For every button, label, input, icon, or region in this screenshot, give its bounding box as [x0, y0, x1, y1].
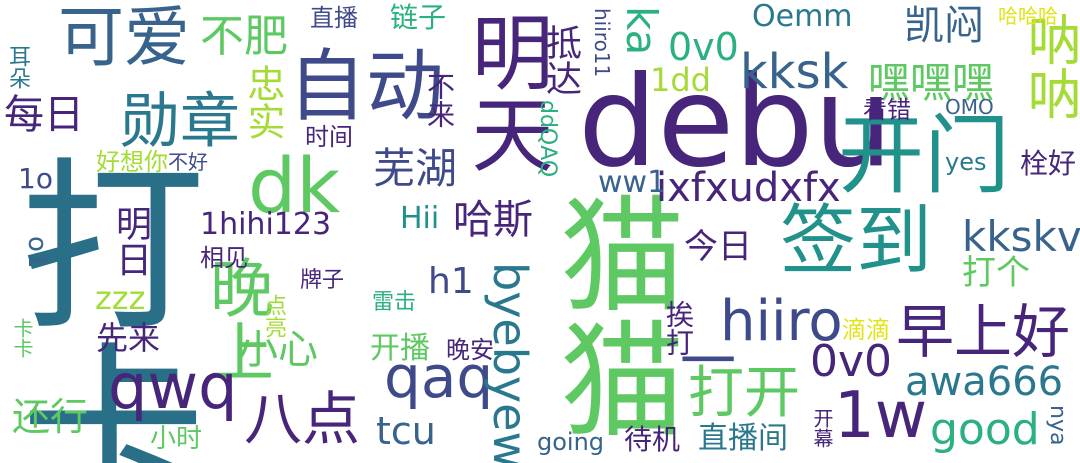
word-xiaoxin: 小心 [238, 327, 318, 373]
word-wanan: 晚安 [446, 336, 494, 364]
word-nana: 呐呐 [1018, 12, 1080, 120]
word-going: going [537, 428, 605, 456]
word-hii: Hii [400, 201, 440, 236]
word-kkskv: kkskv [962, 212, 1080, 261]
word-heiheihei: 嘿嘿嘿 [868, 58, 995, 107]
word-zzz: zzz [95, 279, 146, 317]
word-1hihi123: 1hihi123 [200, 207, 332, 242]
word-haixing: 还行 [12, 395, 89, 439]
word-o1: o1 [22, 236, 52, 269]
word-wanshang: 晚上 [199, 255, 273, 383]
word-awa666: awa666 [905, 359, 1064, 405]
word-byebyew: byebyew [483, 262, 537, 463]
word-daiji: 待机 [624, 423, 681, 456]
word-good: good [930, 404, 1040, 455]
word-maomao: 猫猫 [538, 190, 683, 440]
word-dakai: 打开 [688, 361, 800, 426]
word-aida: 挨打 [662, 300, 695, 356]
word-hahaha: 哈哈哈 [998, 4, 1058, 28]
word-zhibojian: 直播间 [698, 421, 788, 456]
word-1w: 1w [834, 379, 928, 453]
word-kaka: 卡卡 [10, 318, 34, 358]
word-erduo: 耳朵 [5, 45, 30, 89]
word-qaq: qaq [384, 343, 494, 411]
word-yi: 一 [680, 330, 736, 395]
word-kaimu: 开幕 [810, 408, 834, 448]
word-dage: 打个 [962, 253, 1030, 293]
word-oemm: Oemm [752, 0, 853, 34]
word-huaihu: 芜湖 [373, 144, 458, 193]
word-ww1: ww1 [598, 165, 667, 200]
word-1dd: 1dd [650, 61, 711, 99]
word-buhui: 不肥 [200, 11, 288, 62]
word-bulai: 不来 [423, 72, 456, 128]
word-zhongshi: 忠实 [241, 64, 285, 140]
word-meiri: 每日 [4, 92, 84, 138]
word-qwq: qwq [108, 350, 238, 423]
word-ovo-top: 0v0 [668, 25, 739, 69]
word-yes: yes [945, 148, 987, 176]
word-tcu: tcu [376, 409, 436, 453]
word-kaimen: 开门 [838, 106, 1010, 206]
word-xiaoshi: 小时 [150, 424, 203, 454]
word-shijian: 时间 [305, 123, 353, 151]
word-h1: h1 [428, 261, 474, 302]
word-qiandao: 签到 [780, 196, 932, 285]
word-ddqaq: ddQAQ [535, 100, 560, 178]
word-hiiro11: hiiro11 [590, 8, 614, 78]
word-dk: dk [248, 141, 341, 230]
word-hiiro: hiiro [720, 289, 843, 354]
word-ka: ka [617, 6, 666, 56]
word-debu: debu [578, 50, 893, 195]
word-kksk: kksk [740, 44, 849, 100]
word-lianzi: 链子 [390, 1, 447, 34]
word-nya: nya [1045, 405, 1070, 446]
word-kaimen-small: 凯闷 [904, 3, 984, 49]
word-daka: 打卡 [0, 150, 205, 463]
word-paizi: 牌子 [300, 268, 345, 293]
word-mingri: 明日 [110, 205, 151, 277]
word-haoxiangni: 好想你 [96, 148, 168, 176]
word-zaoshanghao: 早上好 [896, 298, 1071, 366]
word-xiangjian: 相见 [200, 244, 248, 272]
word-buhao: 不好 [168, 150, 208, 174]
word-xunzhang: 勋章 [120, 87, 240, 157]
word-hasi: 哈斯 [453, 197, 533, 243]
word-shuanhao: 栓好 [1020, 147, 1077, 180]
word-ovo: 0v0 [810, 336, 893, 387]
word-ixfx: ixfxudxfx [656, 165, 841, 211]
word-1o: 1o [18, 162, 53, 195]
word-didi: 滴滴 [842, 316, 890, 344]
word-kaibo: 开播 [370, 331, 430, 366]
word-dida: 抵达 [540, 24, 581, 96]
word-kancuo: 看错 [863, 96, 911, 124]
word-zhibo: 直播 [310, 4, 358, 32]
word-mingtian: 明天 [457, 10, 552, 174]
word-zidong: 自动 [288, 42, 445, 132]
word-dianliang: 点亮 [261, 294, 286, 338]
word-leiji: 雷击 [372, 290, 417, 315]
word-xianlai: 先来 [96, 319, 161, 357]
word-jinri: 今日 [684, 227, 752, 267]
word-keai: 可爱 [58, 0, 190, 76]
word-bady: 八点 [244, 385, 361, 453]
word-omo: OMO [945, 95, 994, 119]
